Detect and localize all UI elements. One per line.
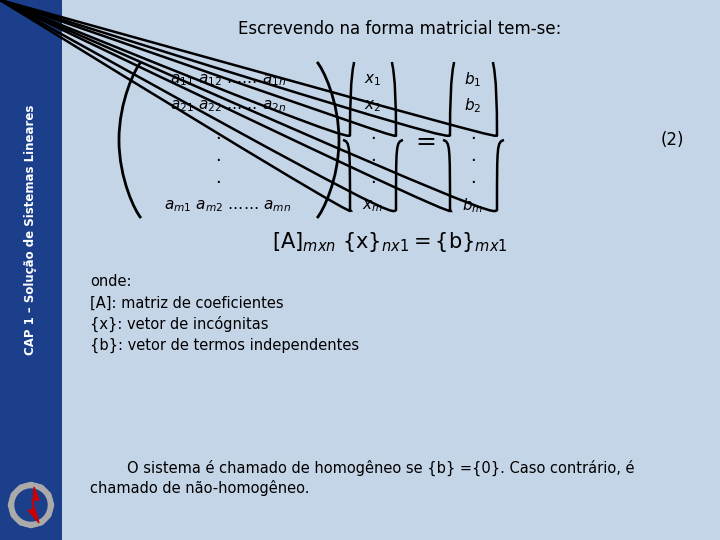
Circle shape: [11, 491, 20, 501]
Text: $.$: $.$: [370, 125, 376, 143]
Polygon shape: [28, 487, 39, 523]
Text: $=$: $=$: [411, 128, 436, 152]
Text: $a_{21}\ a_{22}\ \ldots\ldots\ a_{2n}$: $a_{21}\ a_{22}\ \ldots\ldots\ a_{2n}$: [170, 98, 286, 114]
Circle shape: [11, 510, 20, 518]
Circle shape: [27, 518, 35, 528]
Text: $b_1$: $b_1$: [464, 71, 482, 89]
Text: $.$: $.$: [470, 169, 476, 187]
Circle shape: [45, 501, 53, 510]
Text: $.$: $.$: [470, 125, 476, 143]
Text: $b_m$: $b_m$: [462, 197, 484, 215]
Text: Escrevendo na forma matricial tem-se:: Escrevendo na forma matricial tem-se:: [238, 20, 562, 38]
Circle shape: [17, 516, 27, 525]
Text: $a_{11}\ a_{12}\ \ldots\ldots\ a_{1n}$: $a_{11}\ a_{12}\ \ldots\ldots\ a_{1n}$: [170, 72, 286, 88]
Circle shape: [35, 485, 45, 494]
Text: $.$: $.$: [215, 169, 221, 187]
Circle shape: [9, 483, 53, 527]
Text: [A]: matriz de coeficientes: [A]: matriz de coeficientes: [90, 295, 284, 310]
Circle shape: [27, 483, 35, 491]
Text: $b_2$: $b_2$: [464, 97, 482, 116]
Text: $x_m$: $x_m$: [362, 198, 384, 214]
Text: $.$: $.$: [215, 125, 221, 143]
Circle shape: [42, 510, 51, 518]
Text: $.$: $.$: [370, 169, 376, 187]
Text: $.$: $.$: [370, 147, 376, 165]
Text: onde:: onde:: [90, 274, 132, 289]
Text: $x_2$: $x_2$: [364, 98, 382, 114]
Text: $[\mathrm{A}]_{mxn}\ \{\mathrm{x}\}_{nx1} = \{\mathrm{b}\}_{mx1}$: $[\mathrm{A}]_{mxn}\ \{\mathrm{x}\}_{nx1…: [272, 230, 508, 254]
Circle shape: [17, 485, 27, 494]
Text: chamado de não-homogêneo.: chamado de não-homogêneo.: [90, 480, 310, 496]
Text: {x}: vetor de incógnitas: {x}: vetor de incógnitas: [90, 316, 269, 332]
Text: $.$: $.$: [470, 147, 476, 165]
Circle shape: [35, 516, 45, 525]
FancyBboxPatch shape: [0, 0, 62, 540]
Text: O sistema é chamado de homogêneo se {b} ={0}. Caso contrário, é: O sistema é chamado de homogêneo se {b} …: [90, 460, 634, 476]
Text: (2): (2): [660, 131, 684, 149]
Text: $.$: $.$: [215, 147, 221, 165]
Circle shape: [42, 491, 51, 501]
Circle shape: [9, 501, 17, 510]
Text: $a_{m1}\ a_{m2}\ \ldots\ldots\ a_{mn}$: $a_{m1}\ a_{m2}\ \ldots\ldots\ a_{mn}$: [164, 198, 292, 214]
Text: CAP 1 – Solução de Sistemas Lineares: CAP 1 – Solução de Sistemas Lineares: [24, 105, 37, 355]
Text: $x_1$: $x_1$: [364, 72, 382, 88]
Text: {b}: vetor de termos independentes: {b}: vetor de termos independentes: [90, 338, 359, 353]
Circle shape: [15, 489, 47, 521]
